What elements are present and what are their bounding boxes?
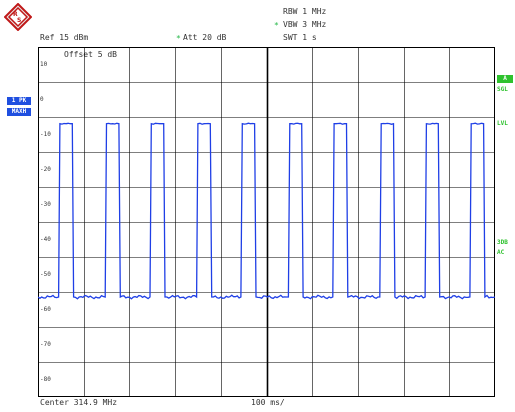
vbw-changed-marker: * <box>274 21 279 30</box>
svg-text:S: S <box>17 17 21 24</box>
attenuation-readout: Att 20 dB <box>183 33 227 42</box>
y-tick-label: -80 <box>40 376 51 383</box>
y-tick-label: -30 <box>40 201 51 208</box>
trace-mode-tag: MAXH <box>7 108 31 116</box>
vbw-readout: VBW 3 MHz <box>283 20 327 29</box>
center-frequency-readout: Center 314.9 MHz <box>40 398 118 407</box>
y-tick-label: -50 <box>40 271 51 278</box>
reference-offset-readout: Offset 5 dB <box>64 50 117 59</box>
single-sweep-tag: SGL <box>497 86 508 93</box>
3db-bandwidth-tag: 3DB <box>497 239 508 246</box>
graticule <box>38 47 495 397</box>
svg-text:R: R <box>13 11 18 18</box>
y-tick-label: -40 <box>40 236 51 243</box>
trace-detector-tag: 1 PK <box>7 97 31 105</box>
graticule-border <box>38 47 495 397</box>
spectrum-display[interactable] <box>38 47 495 397</box>
y-tick-label: -10 <box>40 131 51 138</box>
y-tick-label: -20 <box>40 166 51 173</box>
y-tick-label: -60 <box>40 306 51 313</box>
rohde-schwarz-diamond-icon: R S <box>4 3 32 31</box>
y-tick-label: 10 <box>40 61 48 68</box>
ac-coupling-tag: AC <box>497 249 505 256</box>
trace-a-tag: A <box>497 75 513 83</box>
time-per-division-readout: 100 ms/ <box>251 398 285 407</box>
trace-1 <box>38 122 495 300</box>
y-tick-label: 0 <box>40 96 44 103</box>
rbw-readout: RBW 1 MHz <box>283 7 327 16</box>
y-tick-label: -70 <box>40 341 51 348</box>
sweep-time-readout: SWT 1 s <box>283 33 317 42</box>
attenuation-changed-marker: * <box>176 34 181 43</box>
reference-level-readout: Ref 15 dBm <box>40 33 89 42</box>
level-tag: LVL <box>497 120 508 127</box>
